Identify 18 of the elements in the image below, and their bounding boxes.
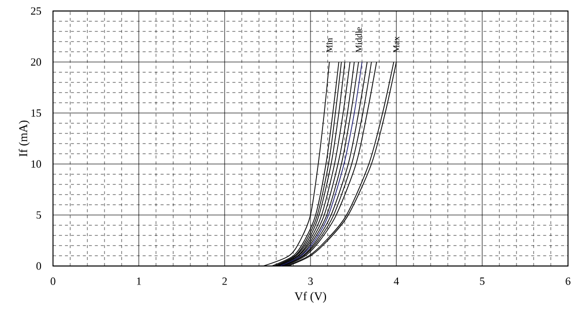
y-tick-label: 0 <box>36 262 42 270</box>
y-axis-title: If (mA) <box>18 120 30 156</box>
x-tick-label: 3 <box>308 278 313 285</box>
annotation: Max <box>393 36 400 53</box>
x-tick-label: 1 <box>137 278 141 285</box>
x-tick-label: 5 <box>480 278 484 285</box>
y-tick-label: 10 <box>31 160 42 168</box>
x-tick-label: 6 <box>566 278 570 285</box>
y-tick-label: 25 <box>31 7 42 15</box>
annotation: Min <box>326 38 332 53</box>
y-tick-label: 5 <box>36 211 42 219</box>
y-tick-label: 15 <box>31 109 42 117</box>
y-tick-label: 20 <box>31 58 42 66</box>
annotation: Middle <box>355 27 362 53</box>
x-tick-label: 0 <box>50 278 56 285</box>
x-axis-title: Vf (V) <box>294 292 326 303</box>
x-tick-label: 4 <box>394 278 399 285</box>
x-tick-label: 2 <box>222 278 227 285</box>
